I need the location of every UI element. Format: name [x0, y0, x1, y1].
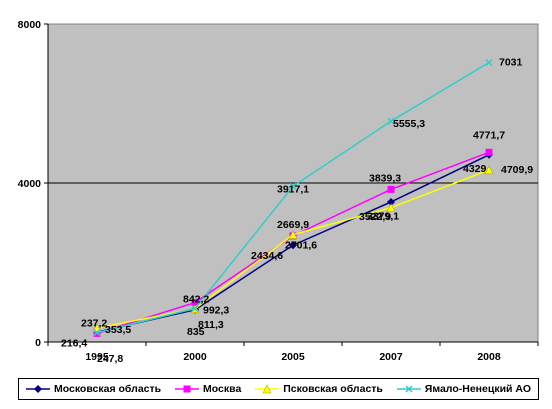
data-label: 2434,6 — [251, 250, 283, 262]
data-label: 2669,9 — [277, 219, 309, 231]
legend-item-yamal-nenets-ao: Ямало-Ненецкий АО — [396, 383, 532, 395]
data-label: 3522,9 — [359, 211, 391, 223]
data-label: 4329 — [463, 163, 487, 175]
legend-item-moscow-oblast: Московская область — [25, 383, 162, 395]
legend-item-pskov-oblast: Псковская область — [255, 383, 383, 395]
diamond-marker — [387, 197, 395, 206]
diamond-marker-icon — [25, 385, 50, 393]
y-tick-label: 4000 — [18, 178, 42, 190]
data-label: 842,2 — [183, 294, 209, 306]
data-label: 835 — [187, 326, 205, 338]
x-marker — [387, 117, 395, 125]
data-label: 247,8 — [97, 353, 123, 365]
x-tick-label: 2000 — [183, 351, 207, 363]
square-marker — [191, 299, 199, 307]
y-tick-label: 8000 — [18, 19, 42, 31]
legend-item-moscow: Москва — [175, 383, 241, 395]
legend-label: Псковская область — [283, 383, 383, 395]
x-marker — [93, 329, 101, 337]
data-label: 2701,6 — [285, 240, 317, 252]
legend: Московская область Москва Псковская обла… — [18, 378, 539, 400]
triangle-marker — [484, 165, 494, 175]
square-marker-icon — [175, 385, 200, 393]
x-marker — [485, 58, 493, 67]
triangle-marker — [386, 203, 396, 212]
series-lines — [92, 58, 494, 337]
diamond-marker — [289, 241, 297, 250]
data-label: 237,2 — [81, 318, 107, 330]
data-label: 4709,9 — [501, 164, 533, 176]
x-tick-label: 2007 — [379, 351, 403, 363]
square-marker — [387, 185, 395, 193]
y-tick-label: 0 — [35, 337, 41, 349]
x-tick-label: 2008 — [477, 351, 501, 363]
legend-label: Москва — [203, 383, 242, 395]
data-label: 3917,1 — [277, 183, 309, 195]
data-label: 992,3 — [203, 305, 229, 317]
data-label: 3839,3 — [369, 172, 401, 184]
data-labels: 247,8 811,3 2434,6 3522,9 4709,9 216,4 992,3 26… — [61, 57, 533, 366]
data-label: 5555,3 — [393, 118, 425, 130]
data-label: 353,5 — [105, 324, 131, 336]
legend-label: Ямало-Ненецкий АО — [424, 383, 532, 395]
x-marker — [289, 182, 297, 190]
x-tick-label: 1995 — [85, 351, 109, 363]
triangle-marker — [288, 230, 298, 239]
x-tick-labels: 1995 2000 2005 2007 2008 — [47, 342, 539, 363]
y-tick-labels: 0 4000 8000 — [18, 19, 48, 349]
x-marker — [191, 304, 199, 313]
square-marker — [485, 148, 493, 156]
data-label: 811,3 — [198, 319, 224, 331]
data-label: 3379,1 — [367, 211, 399, 223]
data-label: 216,4 — [61, 337, 87, 349]
x-marker-icon — [396, 385, 421, 393]
data-label: 4771,7 — [473, 129, 505, 141]
legend-label: Московская область — [53, 383, 162, 395]
triangle-marker-icon — [255, 384, 280, 394]
x-tick-label: 2005 — [281, 351, 305, 363]
data-label: 7031 — [499, 57, 523, 69]
